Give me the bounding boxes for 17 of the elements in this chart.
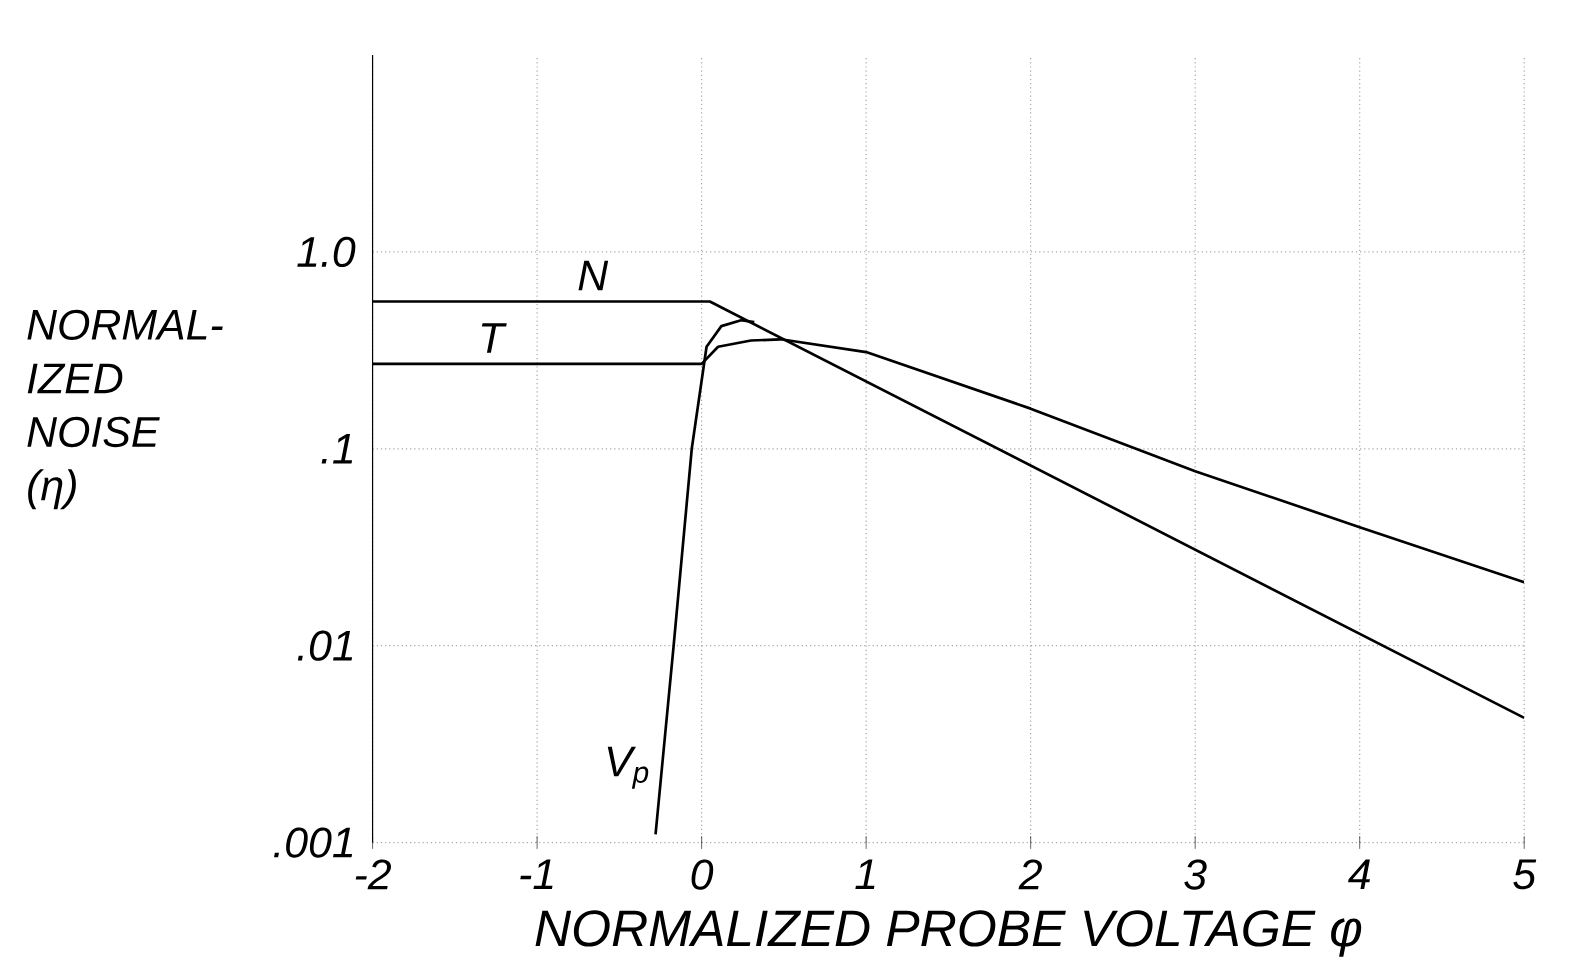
x-axis-title: NORMALIZED PROBE VOLTAGE φ xyxy=(535,910,1362,958)
series-label: T xyxy=(481,323,507,353)
x-tick-label: 1 xyxy=(855,859,875,890)
series-label: V$_{p}$ xyxy=(607,746,649,790)
y-tick-label: .01 xyxy=(297,630,353,662)
x-tick-label: -1 xyxy=(520,859,553,890)
y-tick-label: .1 xyxy=(321,434,353,464)
x-tick-label: -2 xyxy=(355,859,391,890)
x-tick-label: 5 xyxy=(1513,859,1537,890)
y-axis-title: NORMAL-IZED NOISE (η) xyxy=(27,309,223,510)
y-tick-label: 1.0 xyxy=(297,236,356,268)
y-tick-label: .001 xyxy=(273,827,353,858)
x-tick-label: 0 xyxy=(691,859,714,890)
series-label: N xyxy=(578,260,609,291)
x-tick-label: 2 xyxy=(1018,859,1042,890)
x-tick-label: 3 xyxy=(1184,859,1207,890)
x-tick-label: 4 xyxy=(1348,859,1370,890)
